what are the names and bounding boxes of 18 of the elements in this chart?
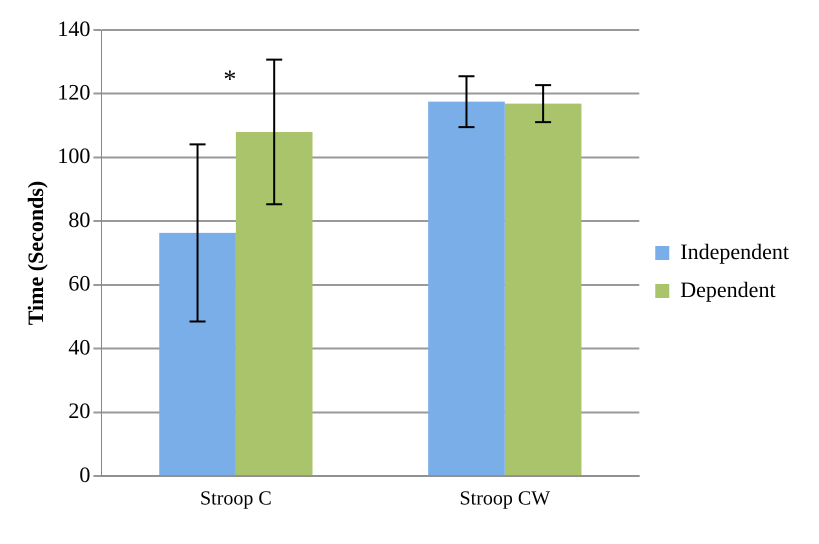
annotation: *	[223, 64, 236, 94]
bar	[236, 132, 313, 475]
y-tick-label: 100	[57, 143, 90, 168]
y-tick-label: 60	[68, 270, 90, 296]
y-tick-label: 0	[79, 462, 90, 487]
x-tick-label: Stroop CW	[460, 487, 550, 510]
y-tick-label: 140	[57, 16, 90, 41]
legend-label: Dependent	[680, 276, 776, 302]
y-tick-label: 120	[57, 79, 90, 104]
y-tick-label: 40	[68, 334, 90, 360]
y-axis-title: Time (Seconds)	[22, 180, 48, 326]
y-tick-label: 20	[68, 398, 90, 424]
bar	[504, 104, 582, 475]
bar	[159, 232, 236, 475]
y-tick-label: 80	[68, 206, 90, 232]
bar	[428, 102, 505, 475]
legend-label: Independent	[680, 238, 789, 264]
x-tick-label: Stroop C	[200, 487, 272, 510]
